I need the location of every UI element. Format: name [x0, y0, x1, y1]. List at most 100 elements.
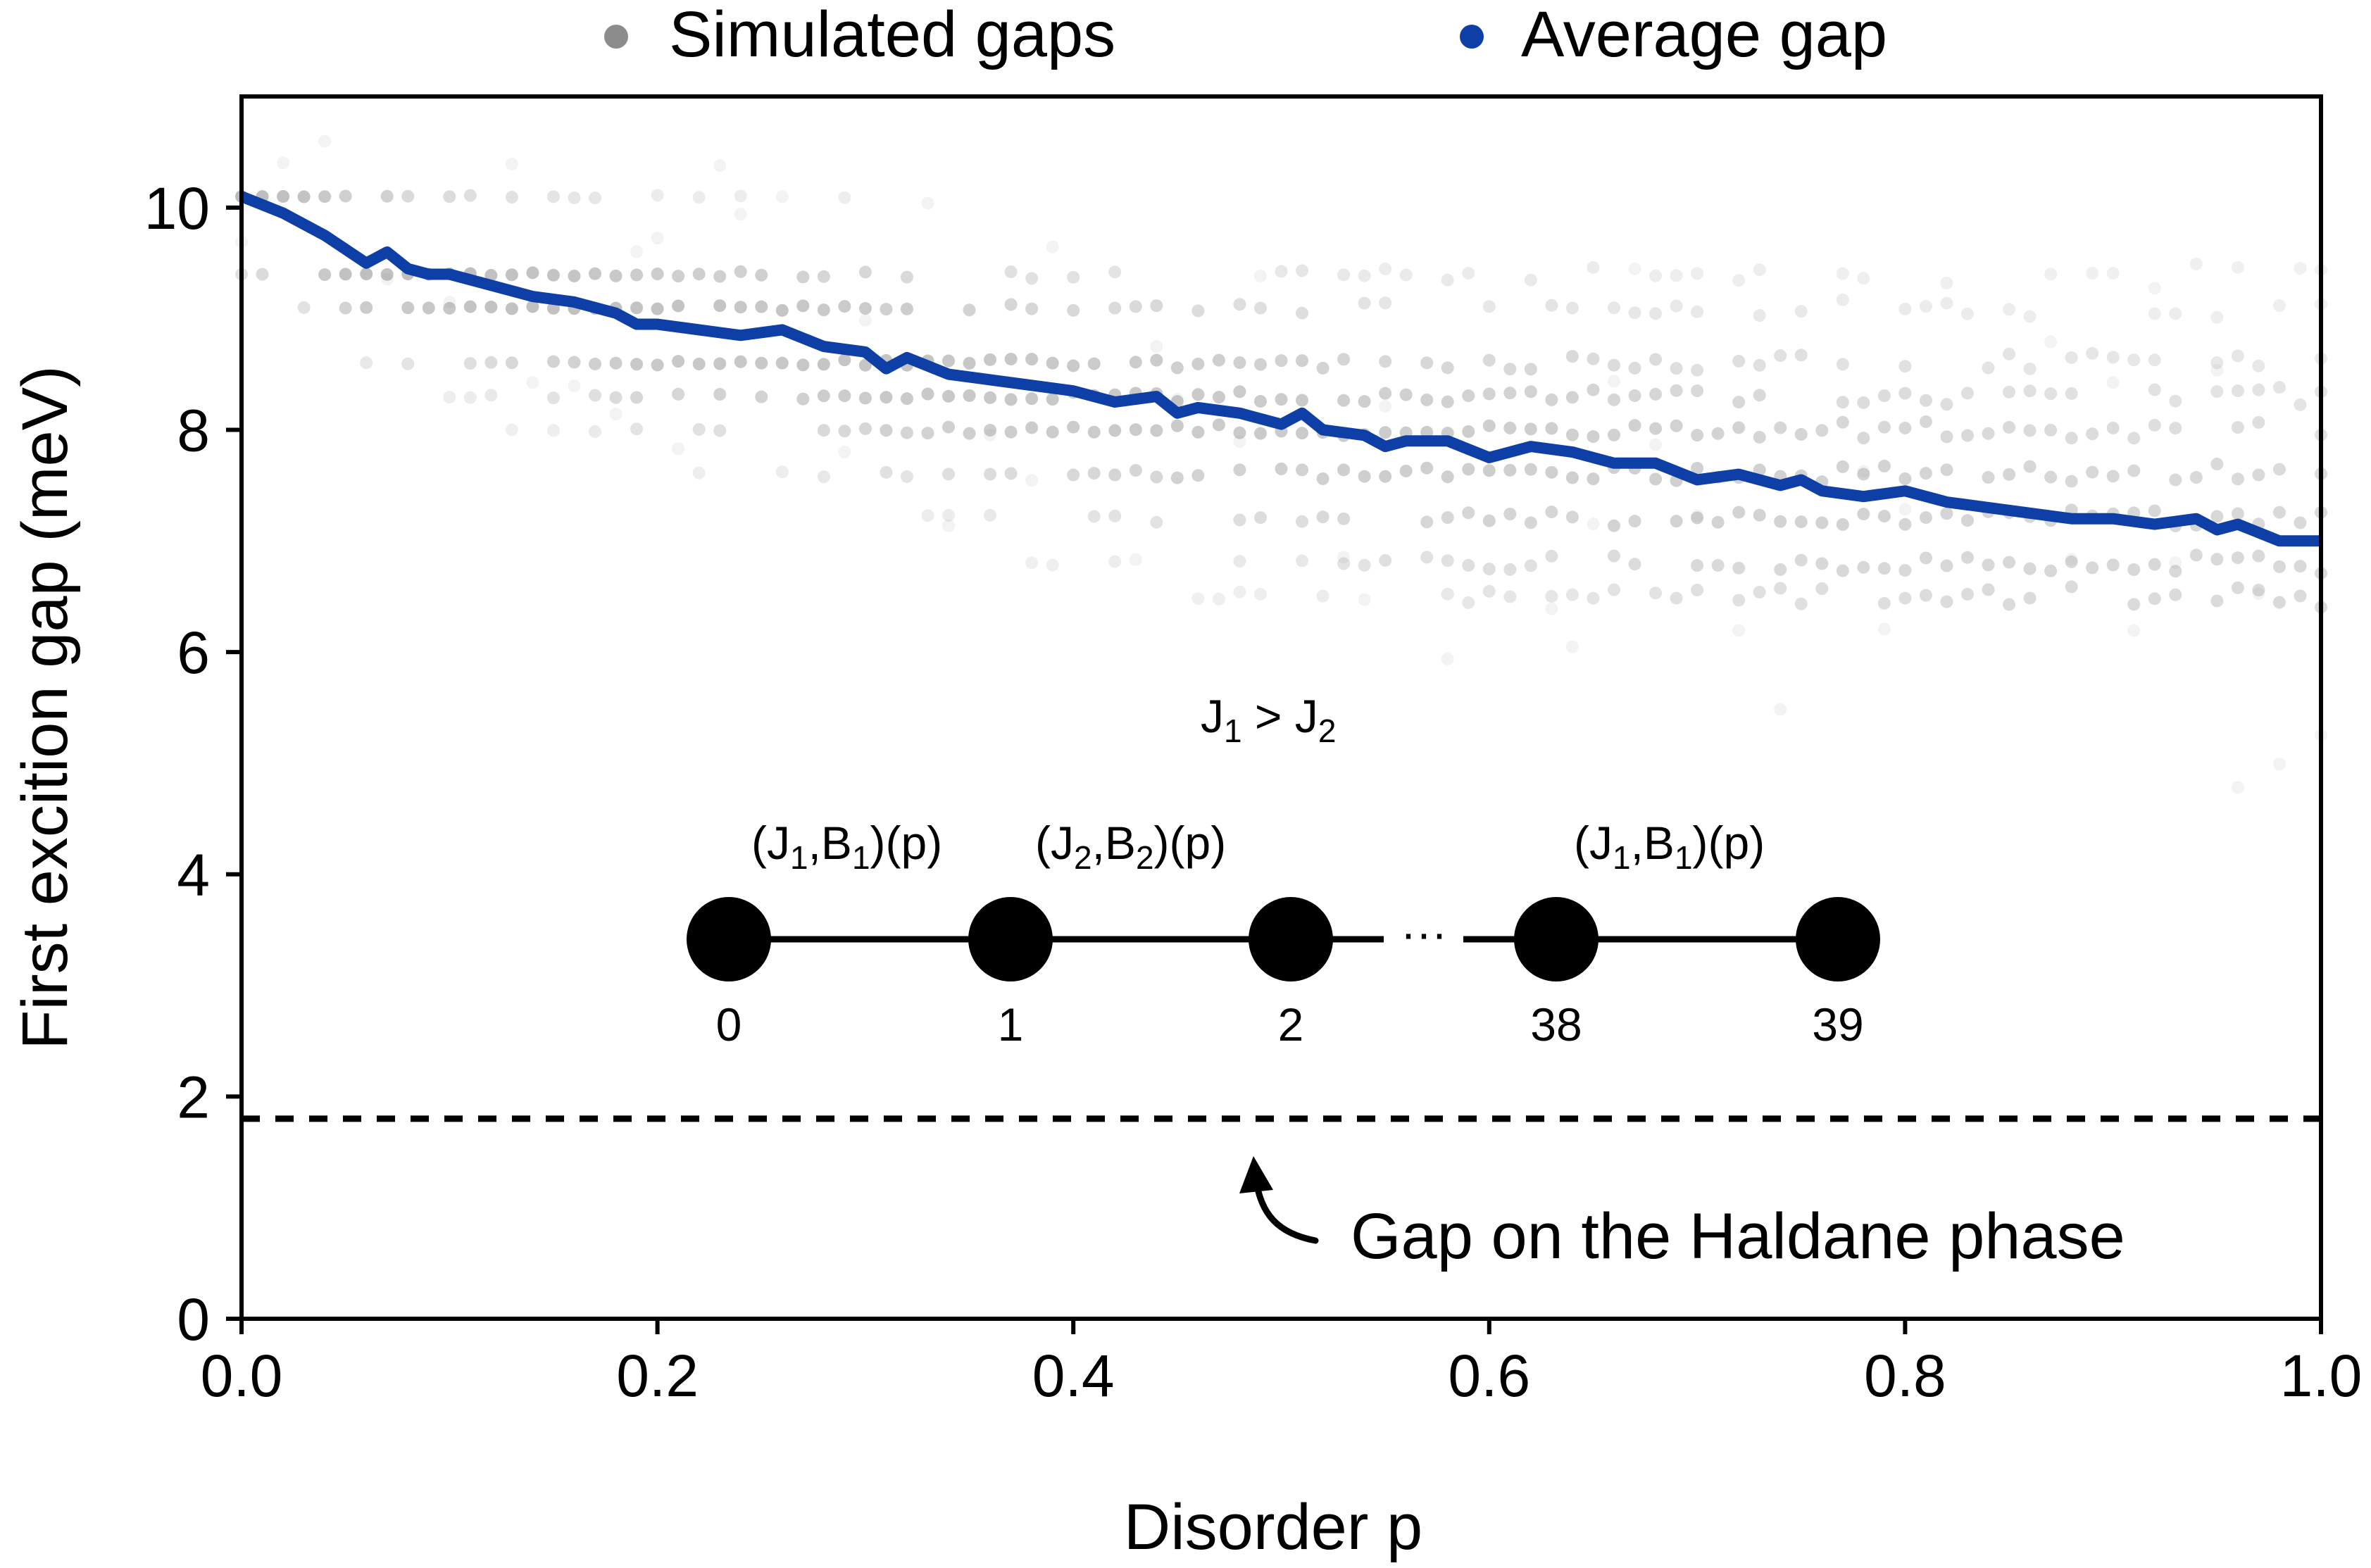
scatter-point: [568, 356, 581, 369]
y-axis: 0 2 4 6 8 10: [144, 175, 242, 1353]
scatter-point: [713, 424, 727, 437]
scatter-point: [651, 358, 664, 372]
scatter-point: [1836, 358, 1849, 371]
scatter-point: [942, 354, 956, 368]
scatter-point: [630, 245, 644, 258]
scatter-point: [1046, 356, 1059, 370]
scatter-point: [984, 508, 997, 522]
scatter-point: [1212, 418, 1225, 432]
scatter-point: [817, 270, 830, 283]
scatter-point: [1379, 387, 1392, 400]
scatter-point: [1607, 428, 1620, 441]
scatter-point: [1253, 269, 1267, 282]
scatter-point: [422, 301, 435, 315]
chain-site-2: [1249, 897, 1333, 981]
scatter-layer: [235, 134, 2327, 794]
scatter-point: [2252, 549, 2265, 563]
scatter-point: [443, 190, 456, 203]
scatter-point: [2272, 463, 2286, 476]
scatter-point: [1649, 307, 1663, 320]
scatter-point: [2044, 268, 2058, 281]
scatter-point: [692, 191, 706, 204]
scatter-point: [1170, 392, 1184, 406]
scatter-point: [1067, 359, 1080, 372]
haldane-annotation: Gap on the Haldane phase: [1239, 1156, 2125, 1272]
scatter-point: [443, 295, 456, 308]
scatter-point: [2169, 307, 2182, 320]
scatter-point: [1379, 399, 1392, 413]
scatter-point: [672, 442, 685, 456]
scatter-point: [2023, 460, 2037, 473]
scatter-point: [2148, 504, 2161, 518]
scatter-point: [546, 268, 560, 282]
scatter-point: [568, 380, 581, 393]
scatter-point: [401, 301, 415, 315]
scatter-point: [589, 389, 602, 402]
scatter-point: [1898, 387, 1912, 400]
scatter-point: [984, 391, 997, 404]
scatter-point: [1482, 514, 1496, 527]
scatter-point: [1565, 301, 1579, 315]
scatter-point: [1794, 427, 1808, 441]
scatter-point: [463, 357, 477, 370]
scatter-point: [505, 356, 518, 370]
scatter-point: [318, 190, 332, 203]
scatter-point: [1046, 240, 1059, 253]
scatter-point: [2023, 562, 2037, 575]
scatter-point: [2044, 335, 2058, 349]
scatter-point: [1711, 427, 1725, 440]
scatter-point: [1462, 506, 1475, 520]
scatter-point: [1004, 393, 1018, 406]
scatter-point: [1337, 557, 1351, 570]
scatter-point: [1067, 468, 1080, 482]
x-tick-label: 0.2: [616, 1343, 699, 1409]
scatter-point: [2148, 558, 2161, 571]
x-tick-label: 0.6: [1448, 1343, 1530, 1409]
scatter-point: [1691, 267, 1704, 280]
scatter-point: [630, 301, 644, 315]
scatter-point: [672, 270, 685, 283]
scatter-point: [2189, 548, 2203, 562]
scatter-point: [1857, 560, 1870, 574]
scatter-point: [1753, 508, 1766, 522]
scatter-point: [2210, 364, 2224, 377]
scatter-point: [1379, 470, 1392, 483]
scatter-point: [2127, 464, 2141, 477]
chain-ellipsis: ···: [1401, 907, 1447, 959]
scatter-point: [609, 391, 623, 404]
y-tick-label: 8: [177, 397, 210, 463]
scatter-point: [984, 468, 997, 481]
scatter-point: [921, 387, 934, 401]
scatter-point: [2272, 381, 2286, 394]
scatter-point: [1462, 463, 1475, 476]
scatter-point: [2169, 473, 2182, 487]
scatter-point: [1877, 510, 1891, 523]
scatter-point: [1960, 514, 1974, 527]
scatter-point: [880, 303, 893, 316]
scatter-point: [1545, 393, 1558, 406]
scatter-point: [1025, 556, 1039, 570]
scatter-point: [1316, 361, 1330, 375]
scatter-point: [380, 272, 394, 286]
scatter-point: [1919, 467, 1932, 480]
scatter-point: [1794, 515, 1808, 529]
scatter-point: [963, 303, 976, 317]
scatter-point: [1108, 509, 1122, 522]
scatter-point: [755, 390, 768, 403]
scatter-point: [817, 424, 830, 437]
scatter-point: [2065, 387, 2078, 400]
scatter-point: [838, 191, 851, 204]
scatter-point: [1150, 353, 1163, 367]
scatter-point: [1607, 301, 1620, 315]
scatter-point: [796, 358, 810, 372]
scatter-point: [2189, 471, 2203, 484]
scatter-point: [1607, 375, 1620, 388]
scatter-point: [1857, 272, 1870, 285]
scatter-point: [1545, 549, 1558, 563]
scatter-point: [2148, 307, 2161, 320]
scatter-point: [1150, 424, 1163, 437]
scatter-point: [401, 189, 415, 203]
scatter-point: [2003, 347, 2016, 360]
scatter-point: [1940, 463, 1953, 477]
scatter-point: [755, 356, 768, 370]
